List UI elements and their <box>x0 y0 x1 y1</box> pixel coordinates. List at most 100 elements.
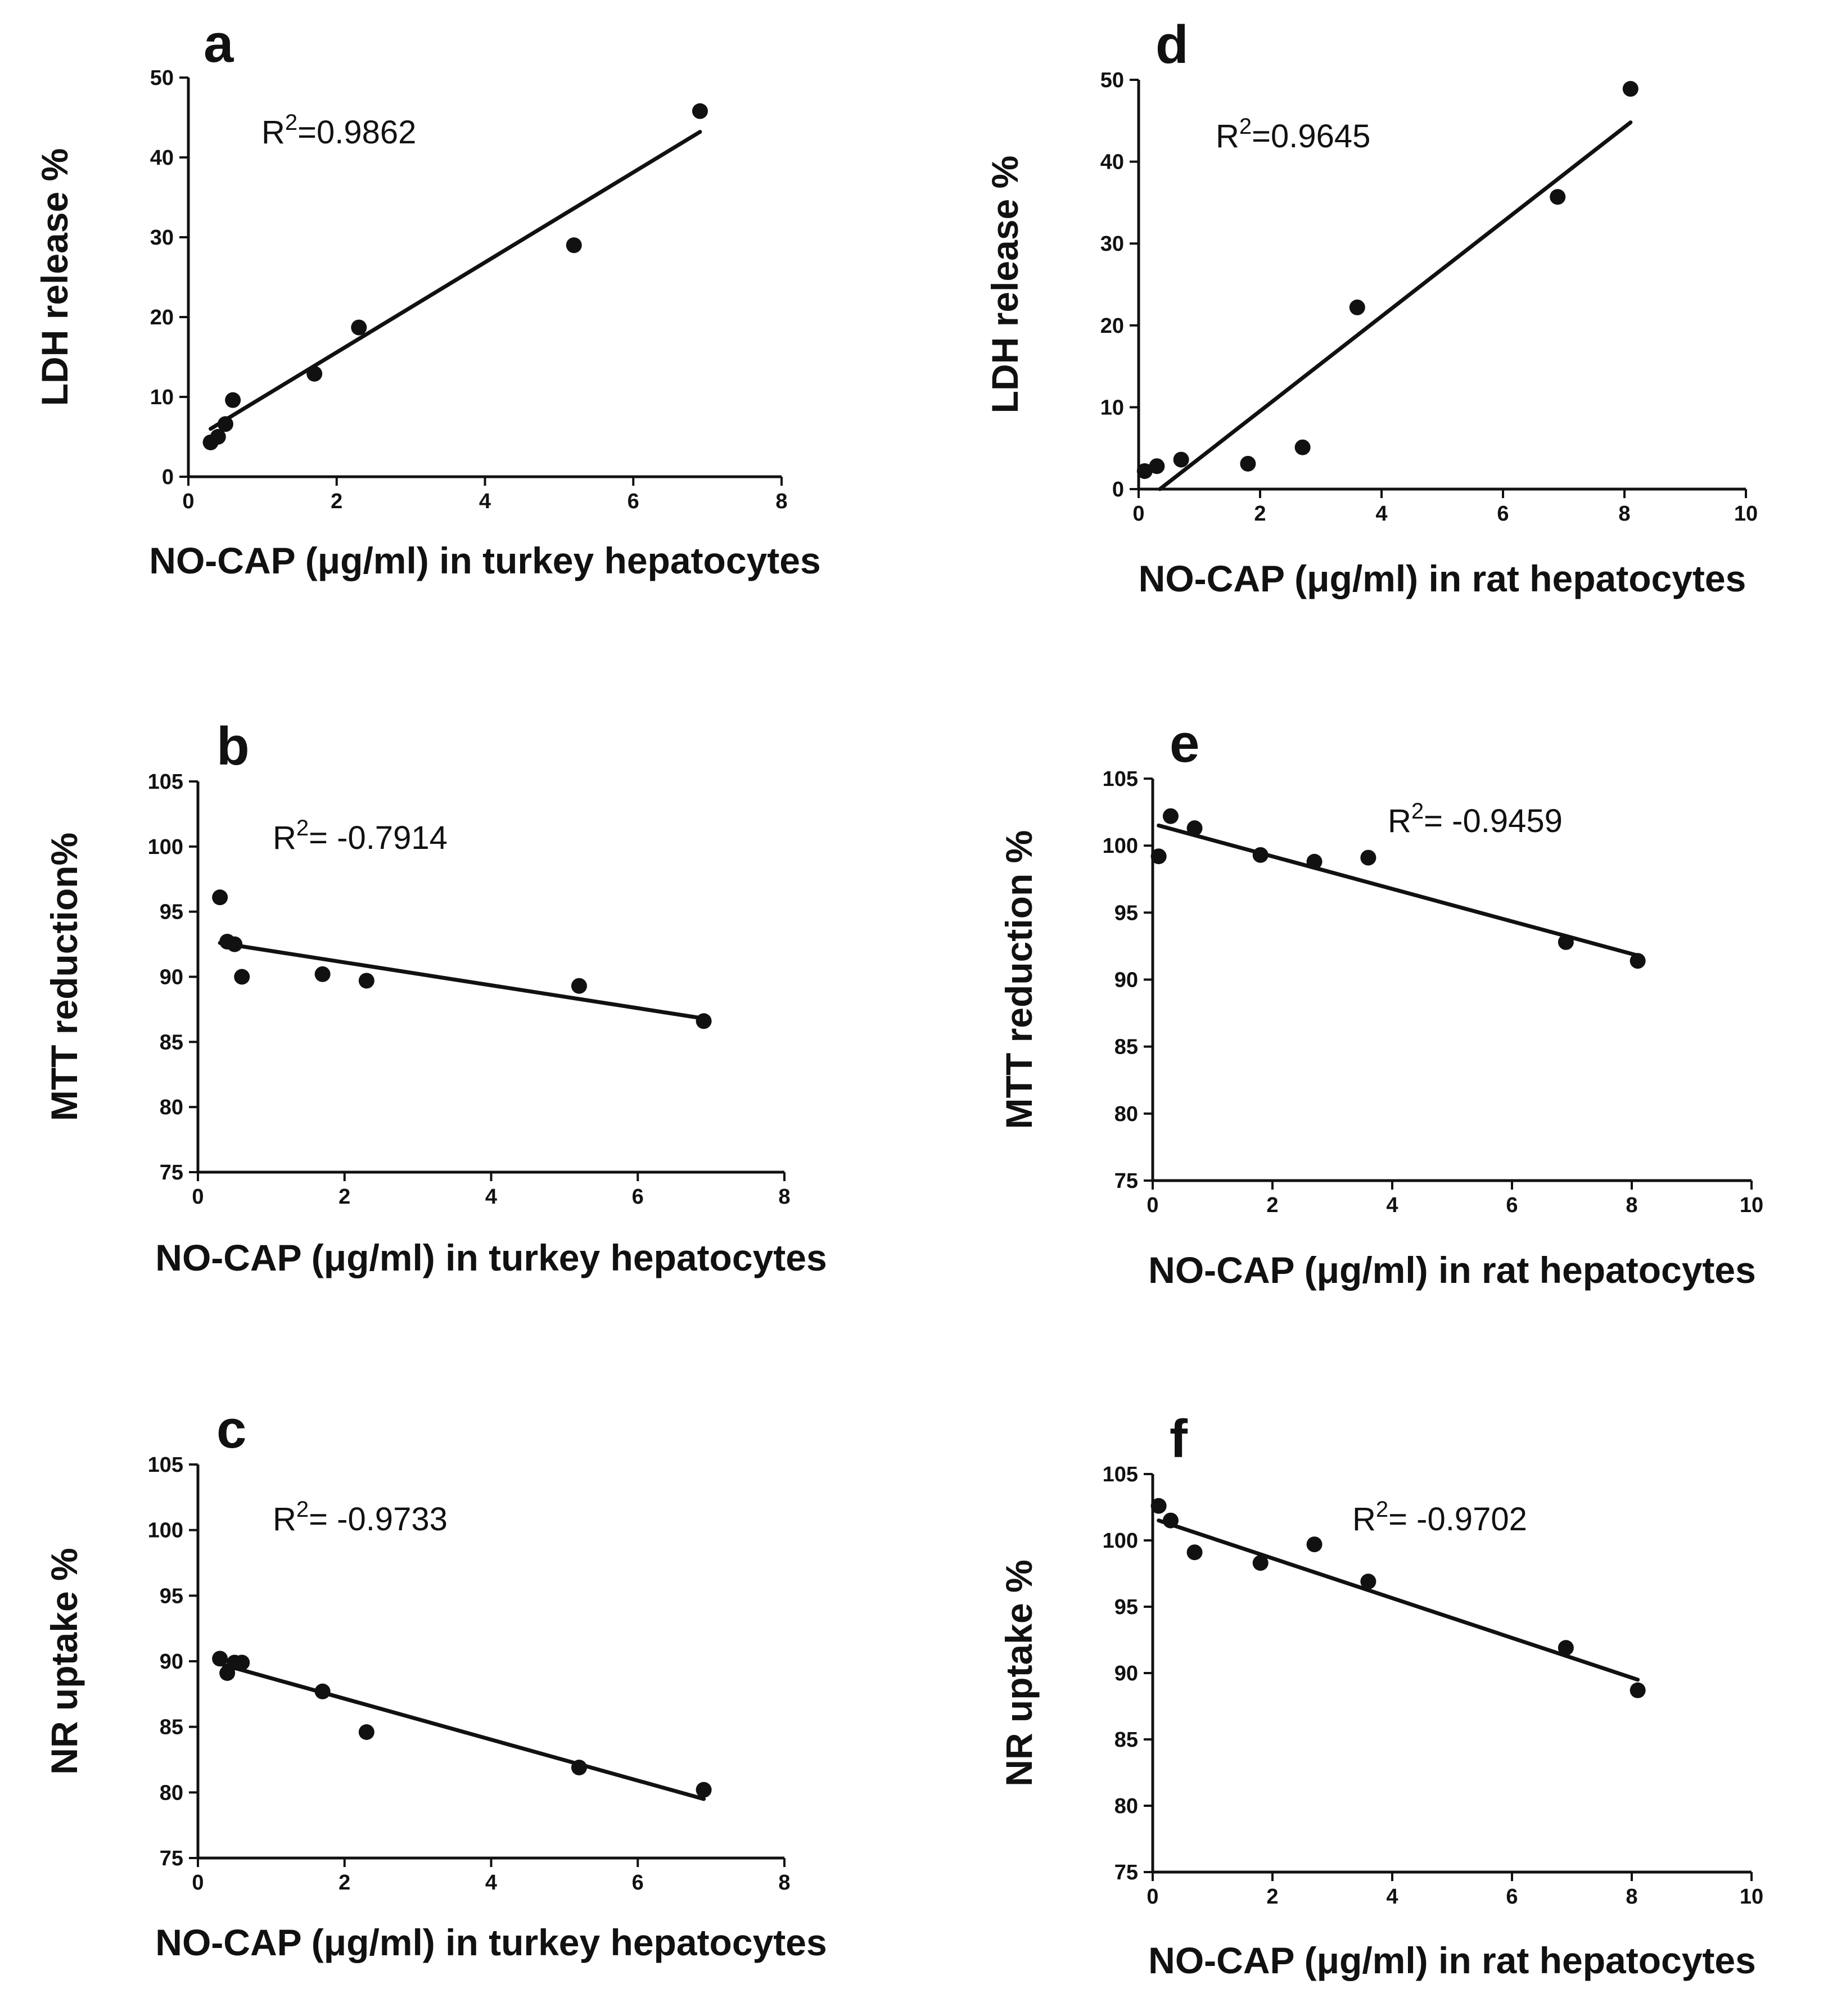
x-axis-title: NO-CAP (μg/ml) in rat hepatocytes <box>1148 1940 1756 1981</box>
panel-letter: f <box>1170 1409 1188 1469</box>
y-tick-label: 90 <box>160 966 183 989</box>
r-squared-prefix: R <box>1352 1501 1376 1538</box>
y-tick-label: 85 <box>160 1030 183 1054</box>
y-axis-title: LDH release % <box>984 156 1026 414</box>
y-axis-title: NR uptake % <box>998 1560 1040 1786</box>
y-tick-label: 75 <box>1114 1169 1138 1193</box>
r-squared-superscript: 2 <box>1376 1497 1388 1522</box>
panel-e: e 75 80 85 90 95 100 105 0 2 4 6 8 10 NO-CAP (μg/ml) i… <box>998 713 1763 1291</box>
y-tick-label: 105 <box>1103 767 1138 791</box>
x-tick-label: 2 <box>331 490 342 513</box>
data-point <box>1630 953 1646 969</box>
r-squared-superscript: 2 <box>296 816 309 840</box>
x-tick-label: 10 <box>1734 502 1758 526</box>
data-point <box>571 978 587 994</box>
x-tick-label: 4 <box>479 490 491 513</box>
panel-c: c 75 80 85 90 95 100 105 0 2 4 6 8 NO-CAP (μg/ml) in … <box>43 1399 827 1963</box>
y-tick-label: 85 <box>1114 1728 1138 1752</box>
y-tick-label: 100 <box>148 1519 183 1543</box>
x-tick-label: 4 <box>1375 502 1387 526</box>
x-tick-label: 0 <box>1147 1885 1158 1909</box>
x-axis-title: NO-CAP (μg/ml) in turkey hepatocytes <box>155 1922 827 1963</box>
panel-letter: e <box>1170 713 1199 774</box>
x-axis-title: NO-CAP (μg/ml) in turkey hepatocytes <box>155 1237 827 1278</box>
data-point <box>234 1655 250 1671</box>
x-tick-label: 0 <box>192 1871 204 1895</box>
y-tick-label: 30 <box>1100 232 1124 256</box>
y-tick-label: 75 <box>1114 1861 1138 1884</box>
y-tick-label: 100 <box>1103 1529 1138 1553</box>
y-tick-label: 0 <box>1112 478 1124 501</box>
regression-line <box>218 1662 706 1801</box>
data-point <box>212 1651 228 1667</box>
data-point <box>1162 1512 1179 1529</box>
y-tick-label: 80 <box>160 1096 183 1119</box>
y-tick-label: 90 <box>1114 969 1138 992</box>
x-tick-label: 4 <box>1386 1885 1398 1909</box>
x-tick-label: 8 <box>1626 1194 1637 1217</box>
data-point <box>1622 81 1639 97</box>
r-squared-value: = -0.9459 <box>1424 803 1563 839</box>
data-point <box>351 319 367 336</box>
data-point <box>1306 1536 1323 1553</box>
regression-line <box>1158 120 1633 491</box>
data-point <box>566 237 582 254</box>
x-tick-label: 6 <box>1497 502 1509 526</box>
y-tick-label: 75 <box>160 1847 183 1870</box>
x-tick-label: 6 <box>1506 1885 1518 1909</box>
y-tick-label: 85 <box>1114 1036 1138 1059</box>
data-point <box>1173 451 1189 468</box>
panel-b: b 75 80 85 90 95 100 105 0 2 4 6 8 NO-CAP (μg/ml) in … <box>43 716 827 1278</box>
y-tick-label: 80 <box>1114 1102 1138 1126</box>
x-axis-title: NO-CAP (μg/ml) in rat hepatocytes <box>1148 1249 1756 1291</box>
x-tick-label: 6 <box>1506 1194 1518 1217</box>
panel-a: a 0 10 20 30 40 50 0 2 4 6 8 NO-CAP (μg/ml) in turke… <box>34 13 821 581</box>
x-tick-label: 2 <box>338 1871 350 1895</box>
x-tick-label: 0 <box>182 490 194 513</box>
y-tick-label: 95 <box>160 901 183 924</box>
x-tick-label: 8 <box>1618 502 1630 526</box>
x-axis-title: NO-CAP (μg/ml) in rat hepatocytes <box>1139 558 1746 599</box>
regression-line <box>1157 823 1640 958</box>
data-point <box>1150 848 1167 865</box>
data-point <box>227 936 243 952</box>
data-point <box>1306 853 1323 870</box>
y-tick-label: 80 <box>160 1781 183 1805</box>
r-squared-annotation: R2=0.9862 <box>261 110 416 151</box>
data-point <box>358 973 374 989</box>
y-tick-label: 90 <box>1114 1662 1138 1685</box>
x-tick-label: 6 <box>628 490 639 513</box>
r-squared-prefix: R <box>261 114 285 151</box>
y-tick-label: 90 <box>160 1650 183 1674</box>
x-tick-label: 4 <box>485 1185 497 1209</box>
data-point <box>1150 1498 1167 1514</box>
data-point <box>314 1683 331 1699</box>
y-tick-label: 40 <box>1100 151 1124 174</box>
data-point <box>314 966 331 982</box>
y-tick-label: 100 <box>1103 834 1138 858</box>
y-tick-label: 20 <box>150 306 174 329</box>
data-point <box>306 365 323 382</box>
y-tick-label: 85 <box>160 1716 183 1739</box>
r-squared-annotation: R2= -0.9733 <box>273 1497 448 1538</box>
regression-line <box>218 941 706 1021</box>
regression-line <box>1157 1518 1640 1682</box>
x-tick-label: 8 <box>775 490 787 513</box>
r-squared-prefix: R <box>273 1501 296 1538</box>
data-point <box>1186 820 1203 837</box>
data-point <box>1360 1574 1376 1590</box>
x-tick-label: 4 <box>1386 1194 1398 1217</box>
data-point <box>1558 934 1574 950</box>
y-tick-label: 95 <box>1114 1595 1138 1619</box>
data-point <box>571 1760 587 1775</box>
y-tick-label: 10 <box>1100 396 1124 419</box>
data-point <box>225 392 241 408</box>
data-point <box>1294 439 1311 455</box>
x-tick-label: 0 <box>192 1185 204 1209</box>
data-point <box>1550 189 1566 205</box>
data-point <box>234 969 250 985</box>
r-squared-annotation: R2= -0.9459 <box>1388 799 1563 839</box>
data-point <box>217 416 233 432</box>
x-tick-label: 2 <box>1254 502 1266 526</box>
y-tick-label: 20 <box>1100 314 1124 338</box>
